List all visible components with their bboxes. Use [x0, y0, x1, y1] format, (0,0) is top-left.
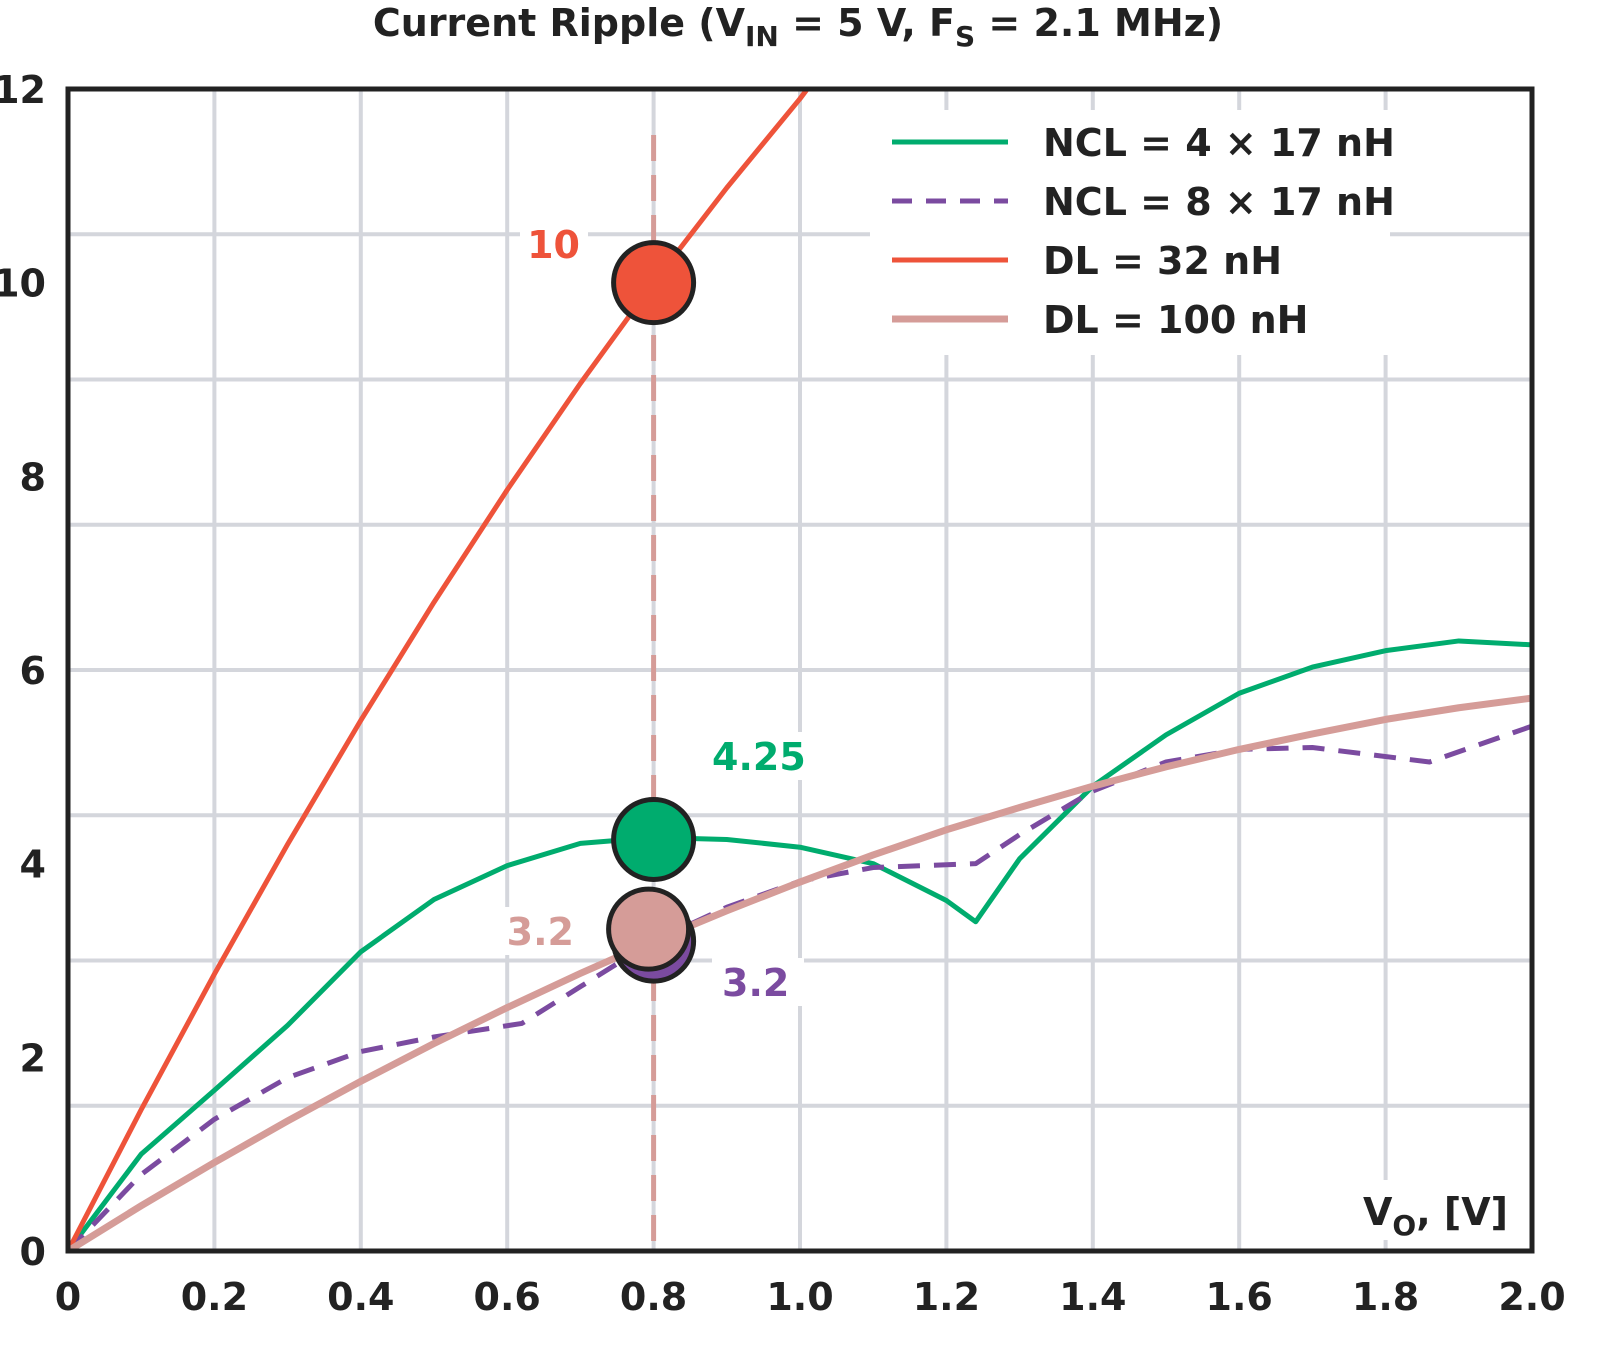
markers: 10 4.25 3.2 3.2 [490, 220, 818, 1006]
plot-frame [65, 86, 1535, 1254]
x-tick-label: 0.4 [327, 1275, 394, 1319]
legend-label-3: DL = 32 nH [1043, 239, 1282, 283]
chart-title: Current Ripple (VIN = 5 V, FS = 2.1 MHz) [373, 1, 1223, 53]
x-tick-label: 1.6 [1206, 1275, 1273, 1319]
data-label-bg [702, 732, 818, 780]
y-tick-label: 0 [20, 1230, 46, 1274]
legend-label-1: NCL = 4 × 17 nH [1043, 121, 1395, 165]
marker-dl-100nh [606, 886, 692, 972]
x-tick-label: 0.8 [620, 1275, 687, 1319]
y-tick-label: 4 [20, 843, 46, 887]
x-axis-label: VO, [V] [1363, 1190, 1508, 1242]
x-tick-label: 1.8 [1352, 1275, 1419, 1319]
x-tick-label: 1.2 [913, 1275, 980, 1319]
x-tick-label: 0 [55, 1275, 81, 1319]
legend: NCL = 4 × 17 nH NCL = 8 × 17 nH DL = 32 nH… [870, 110, 1395, 355]
x-tick-label: 1.4 [1059, 1275, 1126, 1319]
data-label-bg [520, 220, 588, 268]
data-label: 4.25 [712, 735, 806, 779]
data-label: 3.2 [507, 910, 574, 954]
series-lines [68, 89, 1532, 1251]
legend-label-2: NCL = 8 × 17 nH [1043, 180, 1395, 224]
data-label: 3.2 [722, 961, 789, 1005]
data-label-bg [712, 958, 804, 1006]
legend-bg [870, 110, 1390, 355]
y-tick-label: 8 [20, 455, 46, 499]
series-line-1 [68, 638, 1532, 1251]
series-line-3 [68, 89, 810, 1251]
y-tick-label: 2 [20, 1036, 46, 1080]
data-label: 10 [527, 223, 580, 267]
series-line-4 [68, 694, 1532, 1251]
y-tick-label: 10 [0, 262, 46, 306]
x-tick-label: 0.6 [474, 1275, 541, 1319]
x-tick-label: 1.0 [766, 1275, 833, 1319]
y-tick-label: 12 [0, 68, 46, 112]
x-tick-label: 0.2 [181, 1275, 248, 1319]
data-label-bg [490, 907, 582, 955]
y-tick-label: 6 [20, 649, 46, 693]
xlabel-bg [1350, 1180, 1520, 1240]
marker-ncl-4x17 [611, 796, 697, 882]
legend-label-4: DL = 100 nH [1043, 298, 1308, 342]
marker-dl-32nh [611, 240, 697, 326]
x-tick-label: 2.0 [1498, 1275, 1565, 1319]
tick-labels: 0 0.2 0.4 0.6 0.8 1.0 1.2 1.4 1.6 1.8 2.0 0 2 4 6 8 10 12 [0, 68, 1566, 1319]
